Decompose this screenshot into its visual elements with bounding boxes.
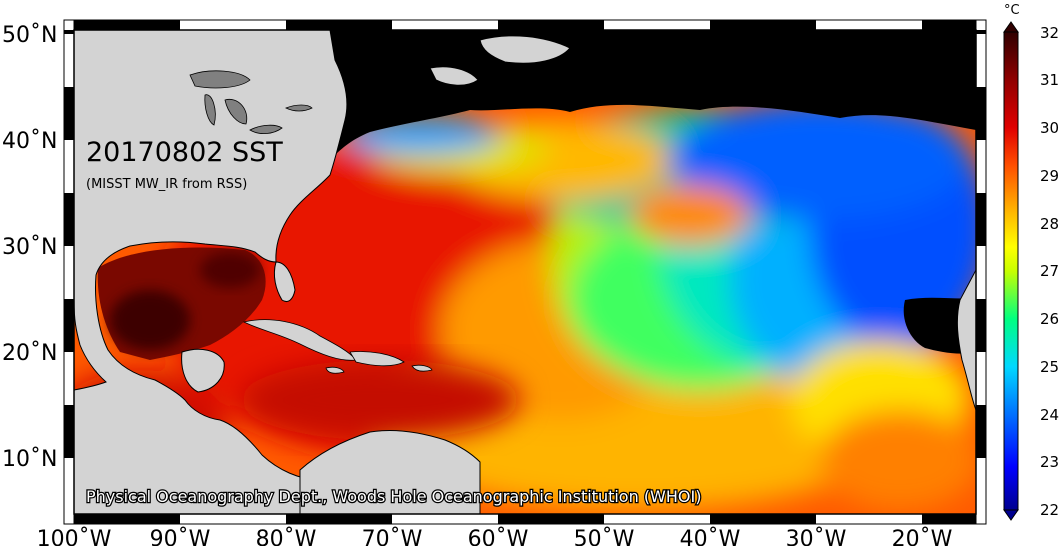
colorbar-top-arrow <box>1003 21 1019 33</box>
colorbar-tick: 28 <box>1040 215 1059 233</box>
lat-tick-label: 20˚N <box>2 341 57 366</box>
lon-tick-label: 20˚W <box>892 527 953 546</box>
sst-field <box>74 30 976 514</box>
great-lakes <box>189 70 313 134</box>
colorbar-tick: 22 <box>1040 501 1059 519</box>
colorbar-tick: 24 <box>1040 406 1059 424</box>
map-title: 20170802 SST <box>86 137 283 168</box>
africa-land <box>956 269 976 411</box>
lat-tick-label: 30˚N <box>2 235 57 260</box>
lat-tick-label: 10˚N <box>2 447 57 472</box>
lat-tick-label: 50˚N <box>2 23 57 48</box>
lon-tick-label: 80˚W <box>256 527 317 546</box>
south-america-land <box>299 429 481 514</box>
lat-border-bars <box>64 30 986 458</box>
lat-tick-label: 40˚N <box>2 129 57 154</box>
lon-border-bars <box>74 20 976 524</box>
colorbar-tick: 32 <box>1040 24 1059 42</box>
colorbar-tick: 23 <box>1040 453 1059 471</box>
colorbar-tick: 26 <box>1040 310 1059 328</box>
lon-tick-label: 90˚W <box>150 527 211 546</box>
colorbar-tick: 29 <box>1040 167 1059 185</box>
colorbar-tick: 27 <box>1040 262 1059 280</box>
lon-tick-label: 70˚W <box>362 527 423 546</box>
map-subtitle: (MISST MW_IR from RSS) <box>86 177 247 192</box>
colorbar: °C 32 31 30 29 28 27 26 25 24 23 22 <box>1003 3 1059 521</box>
lon-tick-labels: 100˚W 90˚W 80˚W 70˚W 60˚W 50˚W 40˚W 30˚W… <box>37 527 953 546</box>
lon-tick-label: 30˚W <box>786 527 847 546</box>
colorbar-tick: 31 <box>1040 71 1059 89</box>
lon-tick-label: 100˚W <box>37 527 112 546</box>
colorbar-bar <box>1003 31 1019 511</box>
lon-tick-label: 50˚W <box>574 527 635 546</box>
lon-tick-label: 40˚W <box>680 527 741 546</box>
colorbar-bottom-arrow <box>1003 509 1019 521</box>
no-data-region <box>330 30 976 160</box>
colorbar-tick: 25 <box>1040 358 1059 376</box>
caribbean-islands <box>242 319 433 374</box>
lat-tick-labels: 50˚N 40˚N 30˚N 20˚N 10˚N <box>2 23 57 472</box>
colorbar-tick: 30 <box>1040 119 1059 137</box>
lon-tick-label: 60˚W <box>468 527 529 546</box>
colorbar-unit: °C <box>1004 3 1020 18</box>
credit-text: Physical Oceanography Dept., Woods Hole … <box>86 487 701 506</box>
